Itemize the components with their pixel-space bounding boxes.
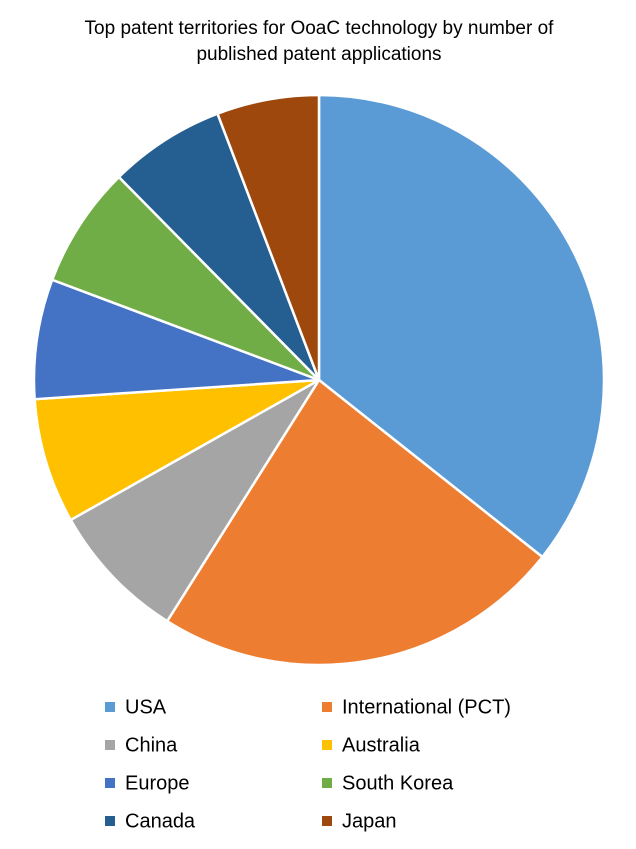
legend-swatch <box>105 816 115 826</box>
pie-slice <box>215 93 321 381</box>
pie-slice <box>50 175 320 382</box>
legend-swatch <box>105 740 115 750</box>
legend-label: China <box>125 734 178 756</box>
legend-swatch <box>322 702 332 712</box>
legend-swatch <box>322 816 332 826</box>
pie-slice <box>117 112 321 381</box>
legend-label: South Korea <box>342 772 454 794</box>
legend-swatch <box>105 778 115 788</box>
legend-swatch <box>105 702 115 712</box>
pie-slice <box>165 378 545 667</box>
legend-swatch <box>322 740 332 750</box>
legend-label: Japan <box>342 810 397 832</box>
pie-slice <box>33 378 320 522</box>
legend-swatch <box>322 778 332 788</box>
legend-label: Europe <box>125 772 190 794</box>
chart-title: Top patent territories for OoaC technolo… <box>84 18 554 65</box>
pie-slice <box>317 93 606 559</box>
legend-label: USA <box>125 696 167 718</box>
legend-label: Canada <box>125 810 196 832</box>
pie-slice <box>32 278 320 401</box>
legend-label: International (PCT) <box>342 696 511 718</box>
legend-label: Australia <box>342 734 421 756</box>
pie-slice <box>69 378 321 623</box>
